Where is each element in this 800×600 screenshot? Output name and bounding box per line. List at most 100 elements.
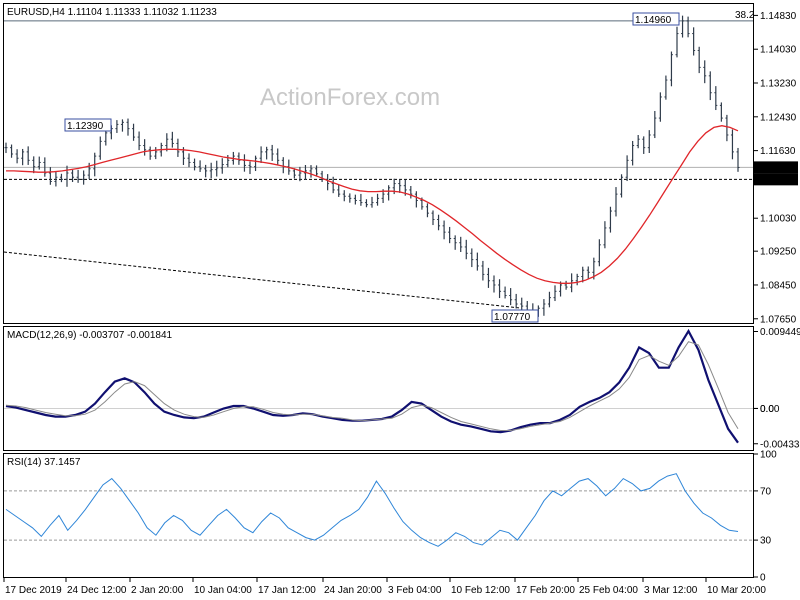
price-y-tick-label: 1.09250 xyxy=(760,247,797,258)
price-y-tick-label: 1.12430 xyxy=(760,112,797,123)
price-bar xyxy=(292,168,296,179)
price-annotation: 1.07770 xyxy=(491,309,539,323)
current-price-label-bg xyxy=(754,161,798,174)
macd-header: MACD(12,26,9) -0.003707 -0.001841 xyxy=(7,330,173,341)
price-bar xyxy=(254,155,258,172)
rsi-y-tick-label: 70 xyxy=(760,486,772,497)
price-bar xyxy=(492,275,496,293)
rsi-y-tick-label: 30 xyxy=(760,536,772,547)
x-tick-label: 17 Dec 2019 xyxy=(5,585,62,596)
price-bar xyxy=(315,165,319,177)
price-bar xyxy=(625,155,629,182)
price-bar xyxy=(82,170,86,185)
price-y-tick-label: 1.14830 xyxy=(760,11,797,22)
price-bar xyxy=(132,123,136,141)
price-bar xyxy=(470,248,474,268)
rsi-y-tick-label: 0 xyxy=(760,573,766,584)
rsi-layer xyxy=(4,473,753,547)
x-tick-label: 10 Jan 04:00 xyxy=(194,585,252,596)
price-bar xyxy=(204,164,208,178)
price-bar xyxy=(703,60,707,84)
price-bar xyxy=(143,139,147,156)
annotation-label: 1.14960 xyxy=(635,15,672,26)
price-bar xyxy=(54,171,58,187)
price-bar xyxy=(669,51,673,87)
price-bar xyxy=(653,110,657,139)
price-bar xyxy=(448,226,452,244)
price-bar xyxy=(48,167,52,185)
price-bar xyxy=(198,160,202,172)
support-price-label-bg xyxy=(754,173,798,186)
price-bar xyxy=(692,27,696,56)
macd-y-tick-label: 0.0 xyxy=(760,404,774,415)
price-y-tick-label: 1.10030 xyxy=(760,214,797,225)
price-y-tick-label: 1.07650 xyxy=(760,314,797,325)
x-tick-label: 3 Mar 12:00 xyxy=(644,585,698,596)
rsi-panel-frame xyxy=(3,453,754,578)
price-bar xyxy=(342,190,346,202)
price-bar xyxy=(165,133,169,152)
price-bar xyxy=(59,173,63,183)
price-bar xyxy=(193,158,197,171)
macd-y-tick-label: -0.004333 xyxy=(760,439,800,450)
price-bar xyxy=(442,220,446,240)
price-bar xyxy=(586,266,590,279)
price-bar xyxy=(514,293,518,309)
price-bar xyxy=(276,148,280,166)
fib-38-label: 38.2 xyxy=(735,10,755,21)
price-bar xyxy=(32,156,36,174)
price-bar xyxy=(603,221,607,249)
price-bar xyxy=(348,193,352,203)
price-annotation: 1.12390 xyxy=(64,118,112,132)
price-bar xyxy=(498,279,502,299)
price-annotation: 1.14960 xyxy=(632,12,680,26)
price-bar xyxy=(681,15,685,38)
price-bar xyxy=(259,146,263,163)
price-bar xyxy=(736,147,740,172)
price-bar xyxy=(237,152,241,165)
price-bar xyxy=(409,186,413,199)
price-bar xyxy=(553,285,557,302)
price-y-tick-label: 1.08450 xyxy=(760,280,797,291)
macd-signal-line xyxy=(5,341,739,431)
price-bar xyxy=(209,162,213,179)
rsi-header: RSI(14) 37.1457 xyxy=(7,457,81,468)
x-tick-label: 10 Feb 12:00 xyxy=(451,585,510,596)
x-tick-label: 2 Jan 20:00 xyxy=(131,585,184,596)
price-bar xyxy=(126,118,130,136)
price-bar xyxy=(647,130,651,153)
price-bar xyxy=(120,119,124,132)
price-bar xyxy=(481,260,485,281)
price-bar xyxy=(486,267,490,288)
price-bar xyxy=(115,120,119,133)
macd-panel-frame xyxy=(3,326,754,451)
price-header: EURUSD,H4 1.11104 1.11333 1.11032 1.1123… xyxy=(7,7,217,18)
price-bar xyxy=(503,286,507,299)
price-bar xyxy=(387,185,391,201)
price-y-tick-label: 1.13230 xyxy=(760,79,797,90)
rsi-y-tick-label: 100 xyxy=(760,450,777,461)
price-bar xyxy=(658,92,662,122)
price-bar xyxy=(26,146,30,165)
x-tick-label: 3 Feb 04:00 xyxy=(388,585,442,596)
price-bar xyxy=(581,266,585,283)
price-bar xyxy=(542,299,546,316)
x-tick-label: 17 Feb 20:00 xyxy=(516,585,575,596)
price-bar xyxy=(265,146,269,160)
price-bar xyxy=(309,165,313,178)
x-tick-label: 10 Mar 20:00 xyxy=(707,585,766,596)
price-bar xyxy=(620,174,624,198)
price-bar xyxy=(725,114,729,142)
price-y-tick-label: 1.14030 xyxy=(760,45,797,56)
price-bar xyxy=(675,26,679,58)
price-bar xyxy=(437,214,441,231)
price-bar xyxy=(37,156,41,170)
price-bar xyxy=(215,160,219,177)
x-tick-label: 17 Jan 12:00 xyxy=(258,585,316,596)
price-bar xyxy=(425,203,429,218)
price-bar xyxy=(719,102,723,122)
price-bar xyxy=(631,140,635,166)
rsi-line xyxy=(5,473,739,547)
price-bar xyxy=(708,71,712,101)
